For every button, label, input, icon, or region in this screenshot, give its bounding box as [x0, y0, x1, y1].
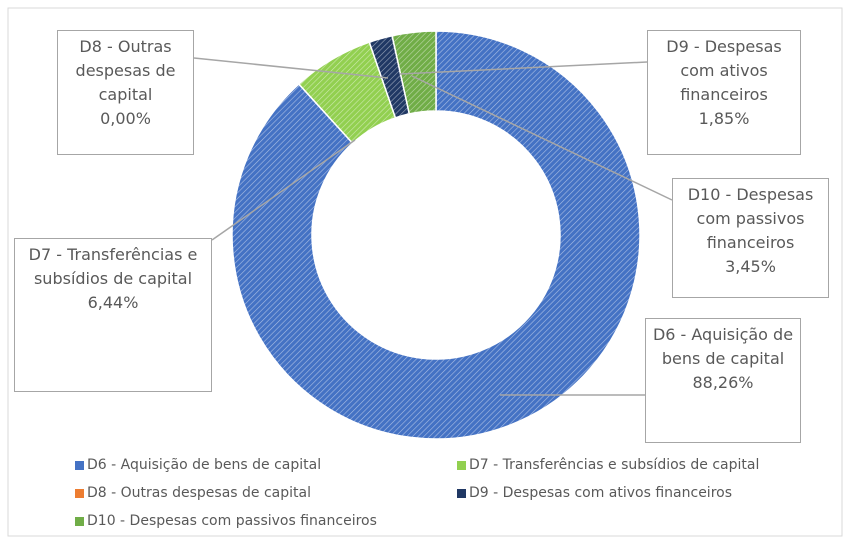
legend-swatch: [75, 460, 84, 470]
legend-item: D10 - Despesas com passivos financeiros: [75, 513, 377, 529]
legend-label: D9 - Despesas com ativos financeiros: [469, 485, 732, 501]
data-label: D7 - Transferências e subsídios de capit…: [14, 238, 212, 392]
legend-swatch: [75, 488, 84, 498]
legend-item: D7 - Transferências e subsídios de capit…: [457, 457, 759, 473]
label-value: 3,45%: [725, 257, 776, 276]
data-label: D6 - Aquisição de bens de capital 88,26%: [645, 318, 801, 443]
data-label: D8 - Outras despesas de capital 0,00%: [57, 30, 194, 155]
legend-swatch: [457, 460, 466, 470]
label-value: 88,26%: [692, 373, 754, 392]
label-name: D7 - Transferências e subsídios de capit…: [28, 245, 198, 288]
label-name: D9 - Despesas com ativos financeiros: [666, 37, 782, 104]
legend-swatch: [75, 516, 84, 526]
label-value: 1,85%: [698, 109, 750, 128]
leader-line: [193, 57, 389, 79]
donut-slice: [391, 30, 437, 115]
donut-slice: [231, 30, 641, 440]
legend-item: D8 - Outras despesas de capital: [75, 485, 311, 501]
legend-item: D9 - Despesas com ativos financeiros: [457, 485, 732, 501]
label-name: D8 - Outras despesas de capital: [75, 37, 176, 104]
legend-label: D10 - Despesas com passivos financeiros: [87, 513, 377, 529]
legend-swatch: [457, 488, 466, 498]
leader-line: [411, 75, 673, 201]
label-value: 0,00%: [100, 109, 151, 128]
label-value: 6,44%: [87, 293, 139, 312]
data-label: D10 - Despesas com passivos financeiros 3…: [672, 178, 829, 298]
data-label: D9 - Despesas com ativos financeiros 1,85…: [647, 30, 801, 155]
legend-label: D6 - Aquisição de bens de capital: [87, 457, 322, 473]
leader-line: [211, 139, 356, 241]
leader-line: [399, 61, 648, 75]
legend-label: D8 - Outras despesas de capital: [87, 485, 311, 501]
label-name: D6 - Aquisição de bens de capital: [652, 325, 794, 368]
label-name: D10 - Despesas com passivos financeiros: [687, 185, 814, 252]
legend-item: D6 - Aquisição de bens de capital: [75, 457, 321, 473]
legend-label: D7 - Transferências e subsídios de capit…: [469, 457, 760, 473]
